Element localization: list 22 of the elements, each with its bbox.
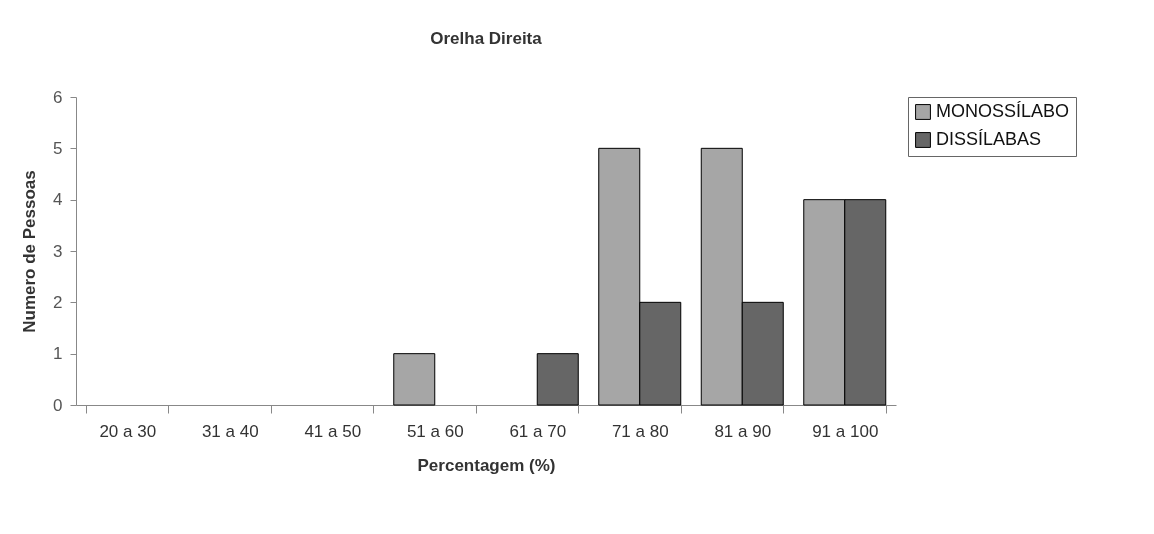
y-tick-label: 5 <box>53 138 63 158</box>
legend-label: DISSÍLABAS <box>936 129 1042 149</box>
bar <box>393 353 436 406</box>
y-axis-title: Numero de Pessoas <box>20 170 40 333</box>
x-tick-label: 20 a 30 <box>99 421 157 441</box>
y-tick-label: 4 <box>53 190 63 210</box>
y-tick-label: 1 <box>53 344 63 364</box>
x-axis-title: Percentagem (%) <box>417 455 556 475</box>
legend-label: MONOSSÍLABO <box>936 101 1070 121</box>
x-tick-label: 31 a 40 <box>201 421 259 441</box>
x-tick-label: 41 a 50 <box>304 421 362 441</box>
x-tick-label: 81 a 90 <box>714 421 772 441</box>
y-tick-label: 2 <box>53 292 63 312</box>
x-tick-label: 91 a 100 <box>812 421 879 441</box>
y-tick-label: 6 <box>53 87 63 107</box>
y-tick-label: 0 <box>53 395 63 415</box>
y-tick-label: 3 <box>53 241 63 261</box>
x-tick-label: 71 a 80 <box>611 421 669 441</box>
x-tick-label: 61 a 70 <box>509 421 567 441</box>
chart-title: Orelha Direita <box>430 29 543 48</box>
bar <box>536 353 579 406</box>
x-tick-label: 51 a 60 <box>406 421 464 441</box>
